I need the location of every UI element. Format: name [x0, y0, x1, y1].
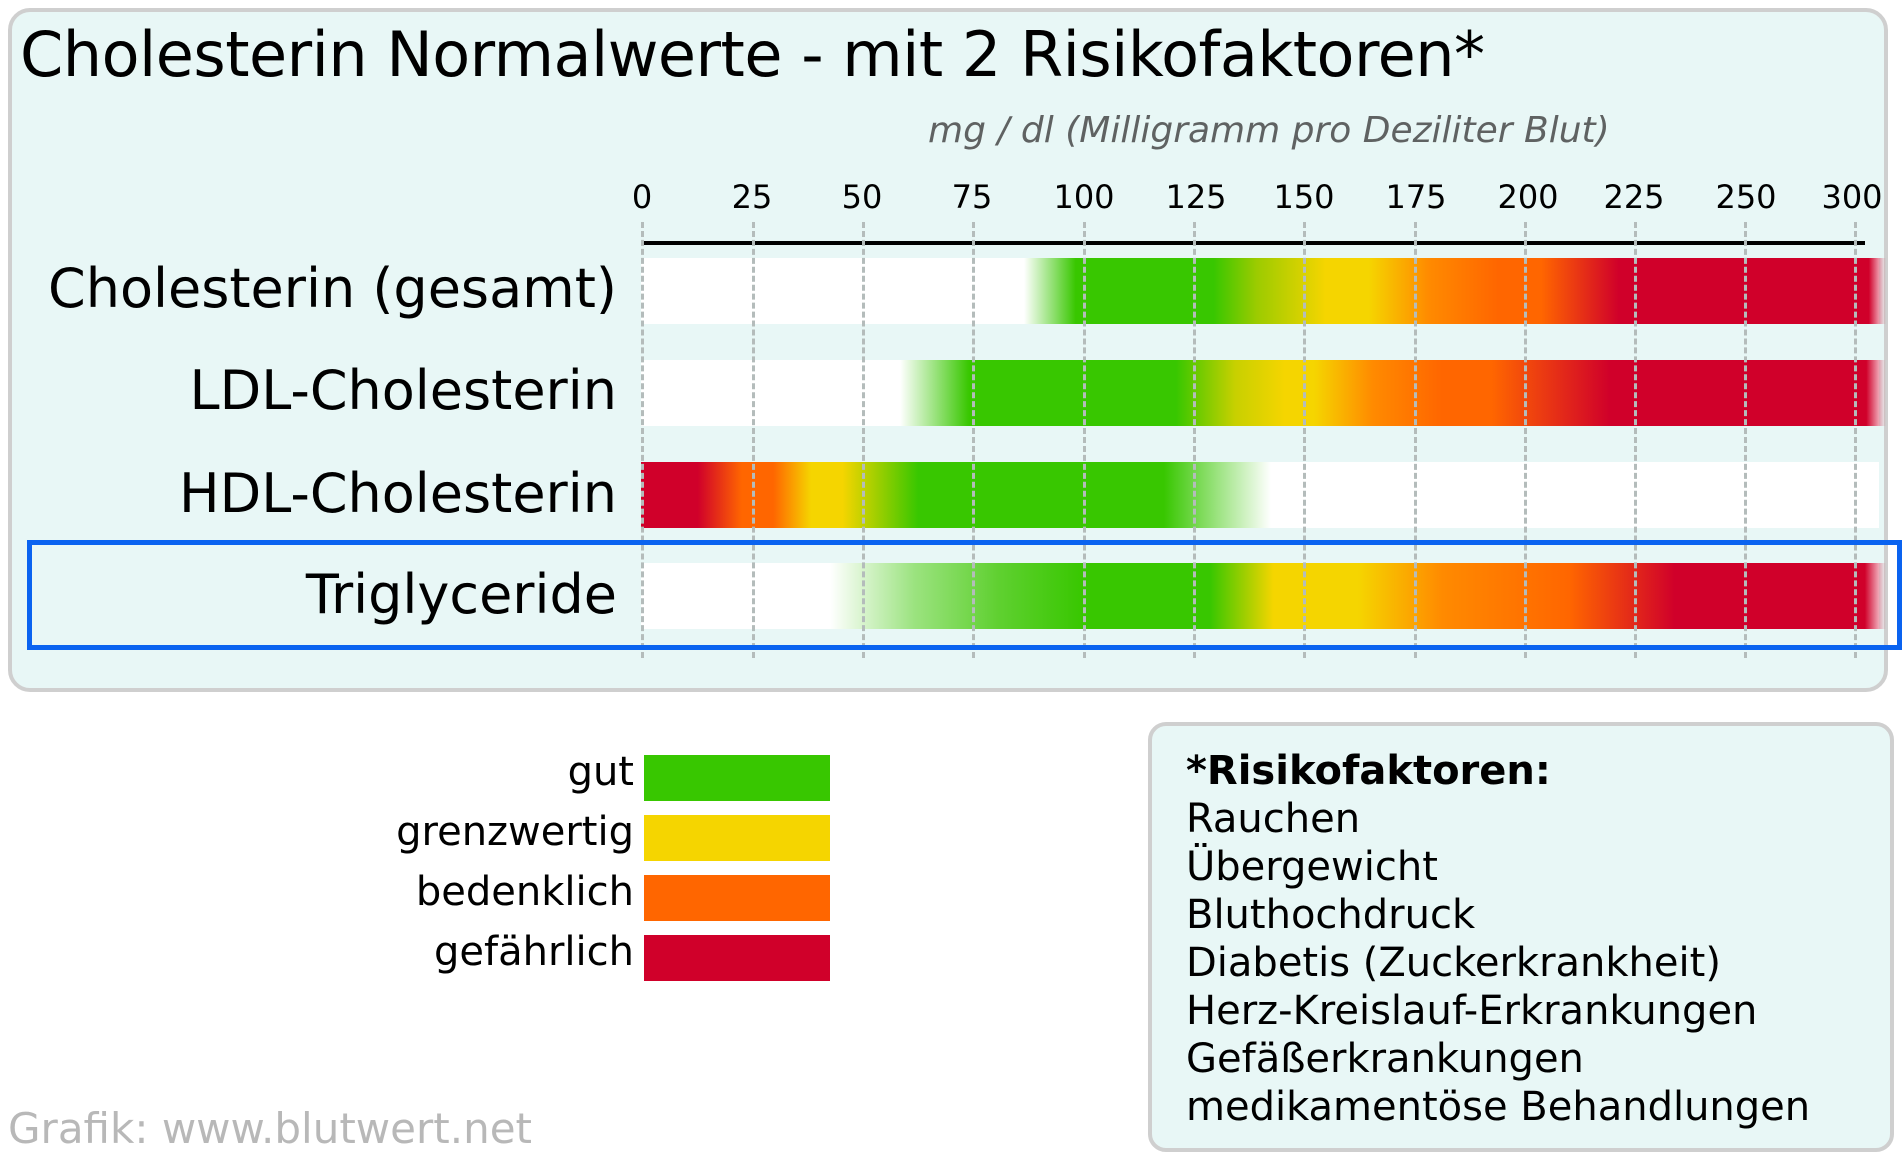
bar-cholesterin-gesamt — [1024, 258, 1886, 324]
source-credit: Grafik: www.blutwert.net — [8, 1104, 532, 1153]
gridline — [1744, 222, 1747, 658]
bar-hdl-cholesterin — [641, 462, 1271, 528]
tick-label: 50 — [841, 178, 883, 216]
tick-label: 75 — [951, 178, 993, 216]
risk-factor-item: Bluthochdruck — [1186, 892, 1476, 938]
legend-item-grenzwertig: grenzwertig — [0, 809, 830, 863]
risk-factor-item: Herz-Kreislauf-Erkrankungen — [1186, 988, 1758, 1034]
legend-swatch-red — [644, 935, 830, 981]
legend-swatch-orange — [644, 875, 830, 921]
risk-factors-title: *Risikofaktoren: — [1186, 748, 1551, 794]
gridline — [1414, 222, 1417, 658]
gridline — [641, 222, 644, 658]
tick-label: 225 — [1603, 178, 1665, 216]
tick-label: 300 — [1821, 178, 1883, 216]
gridline — [1303, 222, 1306, 658]
tick-label: 125 — [1165, 178, 1227, 216]
legend-label: gut — [567, 749, 634, 795]
row-label-ldl: LDL-Cholesterin — [189, 359, 617, 422]
gridline — [972, 222, 975, 658]
risk-factor-item: Diabetis (Zuckerkrankheit) — [1186, 940, 1721, 986]
unit-label: mg / dl (Milligramm pro Deziliter Blut) — [928, 110, 1610, 151]
gridline — [1854, 222, 1857, 658]
row-label-hdl: HDL-Cholesterin — [179, 462, 617, 525]
legend-item-gut: gut — [0, 749, 830, 803]
legend-label: grenzwertig — [396, 809, 634, 855]
tick-label: 250 — [1715, 178, 1777, 216]
risk-factor-item: Rauchen — [1186, 796, 1361, 842]
risk-factor-item: medikamentöse Behandlungen — [1186, 1084, 1811, 1130]
gridline — [1524, 222, 1527, 658]
gridline — [862, 222, 865, 658]
gridline — [1193, 222, 1196, 658]
risk-factor-item: Übergewicht — [1186, 844, 1438, 890]
legend-swatch-yellow — [644, 815, 830, 861]
bar-triglyceride — [830, 563, 1886, 629]
legend-item-gefaehrlich: gefährlich — [0, 929, 830, 983]
row-label-total: Cholesterin (gesamt) — [48, 257, 617, 320]
gridline — [1634, 222, 1637, 658]
gridline — [752, 222, 755, 658]
bar-ldl-cholesterin — [900, 360, 1886, 426]
legend-label: bedenklich — [415, 869, 634, 915]
legend-swatch-green — [644, 755, 830, 801]
tick-label: 175 — [1385, 178, 1447, 216]
gridline — [1083, 222, 1086, 658]
legend-item-bedenklich: bedenklich — [0, 869, 830, 923]
tick-label: 150 — [1273, 178, 1335, 216]
x-axis-line — [641, 241, 1865, 245]
risk-factor-item: Gefäßerkrankungen — [1186, 1036, 1584, 1082]
tick-label: 0 — [631, 178, 653, 216]
tick-label: 25 — [731, 178, 773, 216]
row-label-triglyceride: Triglyceride — [305, 563, 617, 626]
tick-label: 200 — [1497, 178, 1559, 216]
risk-factors-box: *Risikofaktoren: Rauchen Übergewicht Blu… — [1148, 722, 1894, 1152]
tick-label: 100 — [1053, 178, 1115, 216]
chart-title: Cholesterin Normalwerte - mit 2 Risikofa… — [20, 18, 1485, 91]
legend-label: gefährlich — [434, 929, 634, 975]
